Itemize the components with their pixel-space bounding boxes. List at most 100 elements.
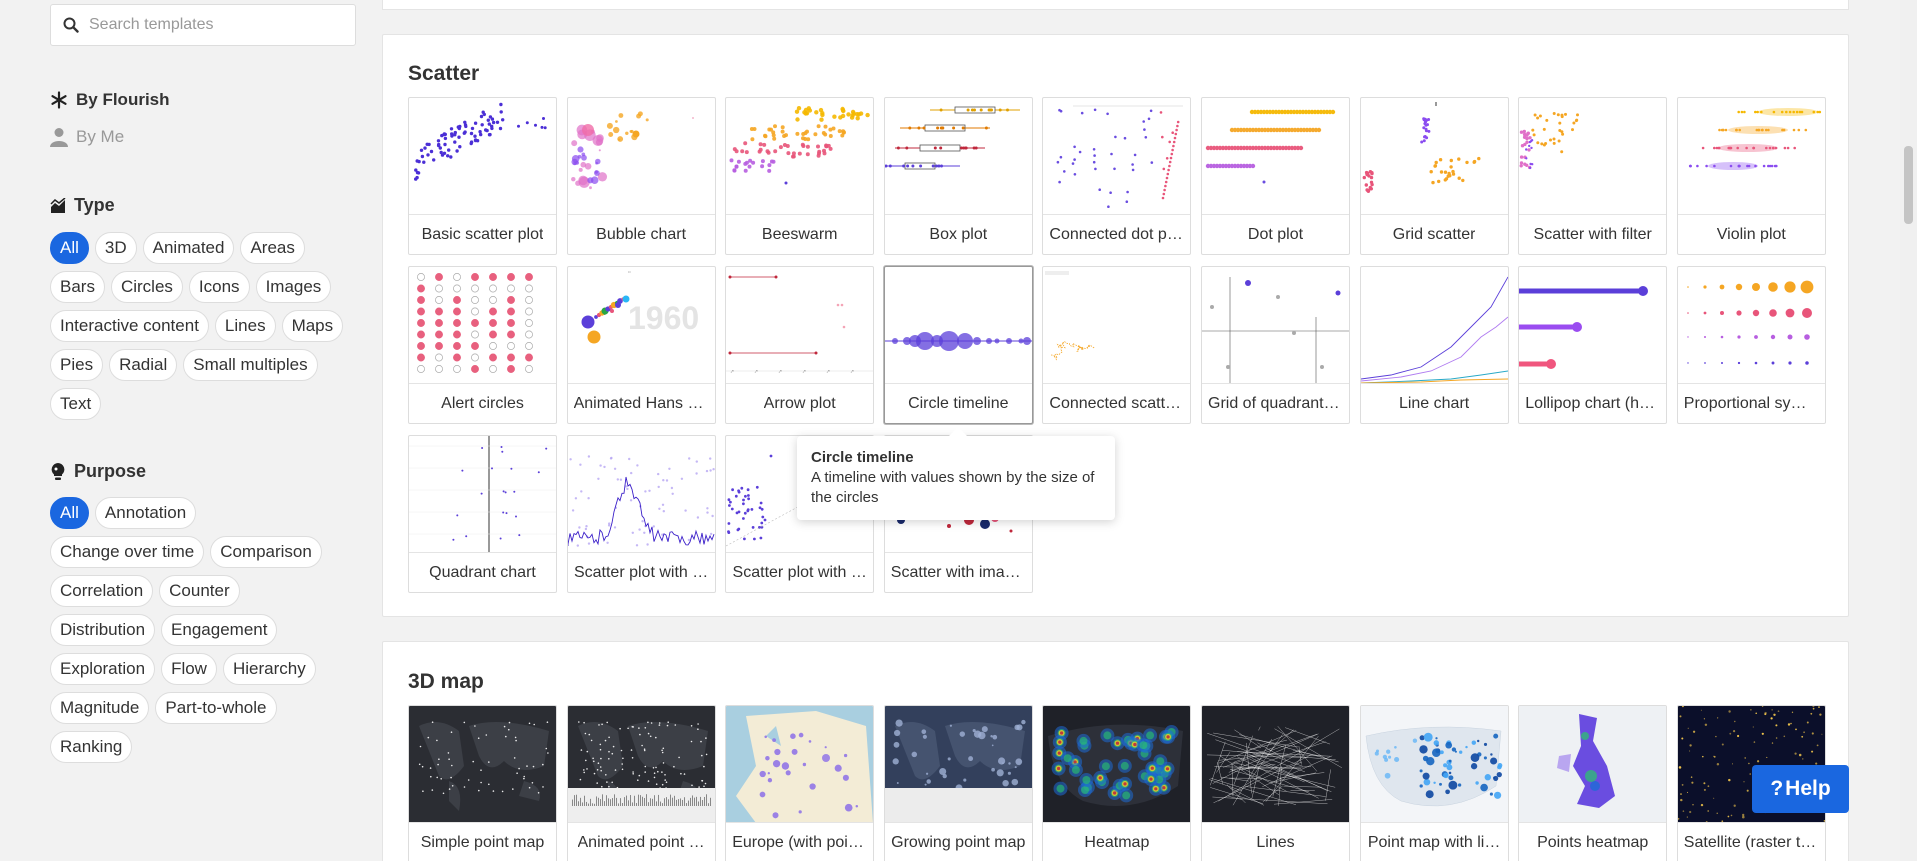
- template-tile-bubble-chart[interactable]: Bubble chart: [566, 97, 716, 255]
- svg-text:↗: ↗: [802, 369, 806, 375]
- template-label: Alert circles: [441, 395, 524, 412]
- type-chip-pies[interactable]: Pies: [50, 349, 104, 381]
- template-thumbnail: [567, 706, 715, 823]
- search-box[interactable]: [50, 4, 356, 46]
- scrollbar-thumb[interactable]: [1904, 146, 1913, 224]
- template-tile-basic-scatter-plot[interactable]: Basic scatter plot: [408, 97, 557, 255]
- type-chip-circles[interactable]: Circles: [110, 271, 183, 303]
- help-button[interactable]: ? Help: [1752, 765, 1849, 813]
- purpose-chip-hierarchy[interactable]: Hierarchy: [222, 653, 316, 685]
- type-chip-3d[interactable]: 3D: [94, 232, 137, 264]
- type-chips: All 3D Animated Areas Bars Circles Icons Images…: [50, 232, 350, 420]
- template-thumbnail: [567, 436, 715, 553]
- template-tile-grid-of-quadrant[interactable]: Grid of quadrant …: [1201, 266, 1350, 424]
- template-tile-point-map-with-li[interactable]: Point map with li…: [1359, 705, 1509, 861]
- template-label: Scatter with filter: [1533, 226, 1652, 243]
- template-tile-animated-point[interactable]: Animated point …: [566, 705, 716, 861]
- type-chip-icons[interactable]: Icons: [188, 271, 250, 303]
- map-section-title: 3D map: [408, 670, 484, 693]
- purpose-chip-magnitude[interactable]: Magnitude: [50, 692, 150, 724]
- template-tile-lines[interactable]: Lines: [1201, 705, 1350, 861]
- template-tile-lollipop-chart-ho[interactable]: Lollipop chart (ho…: [1518, 266, 1668, 424]
- template-label: Scatter with imag…: [890, 564, 1026, 581]
- template-tile-heatmap[interactable]: Heatmap: [1042, 705, 1192, 861]
- template-thumbnail: [726, 706, 874, 823]
- template-label: Box plot: [929, 226, 988, 243]
- svg-text:↗: ↗: [850, 369, 854, 375]
- template-label: Satellite (raster ti…: [1683, 834, 1819, 851]
- purpose-chip-correlation[interactable]: Correlation: [50, 575, 154, 607]
- template-thumbnail: [1677, 98, 1825, 215]
- search-input[interactable]: [89, 16, 339, 34]
- purpose-chip-counter[interactable]: Counter: [159, 575, 240, 607]
- template-tile-points-heatmap[interactable]: Points heatmap: [1518, 705, 1668, 861]
- template-tooltip: Circle timeline A timeline with values s…: [797, 427, 1115, 520]
- template-thumbnail: [1043, 267, 1191, 384]
- page-scrollbar[interactable]: [1900, 0, 1917, 861]
- by-me-filter[interactable]: By Me: [50, 127, 124, 147]
- purpose-chip-annotation[interactable]: Annotation: [94, 497, 197, 529]
- tooltip-description: A timeline with values shown by the size…: [811, 469, 1095, 506]
- svg-text:1960: 1960: [628, 300, 699, 336]
- template-label: Violin plot: [1716, 226, 1786, 243]
- template-thumbnail: [409, 267, 556, 384]
- template-tile-line-chart[interactable]: Line chart: [1359, 266, 1509, 424]
- template-tile-box-plot[interactable]: Box plot: [883, 97, 1033, 255]
- type-chip-lines[interactable]: Lines: [214, 310, 276, 342]
- template-tile-europe-with-poin[interactable]: Europe (with poin…: [725, 705, 875, 861]
- template-tile-arrow-plot[interactable]: ↗ ↗ ↗ ↗ ↗ ↗ Arrow plot: [725, 266, 875, 424]
- template-thumbnail: [726, 436, 874, 553]
- template-tile-animated-hans-r[interactable]: 1960 •• Animated Hans R…: [566, 266, 716, 424]
- template-tile-connected-scatte[interactable]: Connected scatte…: [1042, 266, 1192, 424]
- template-thumbnail: [1519, 706, 1667, 823]
- template-thumbnail: [884, 98, 1032, 215]
- template-tile-grid-scatter[interactable]: Grid scatter: [1359, 97, 1509, 255]
- template-tile-scatter-with-filter[interactable]: Scatter with filter: [1518, 97, 1668, 255]
- purpose-chip-exploration[interactable]: Exploration: [50, 653, 156, 685]
- template-tile-alert-circles[interactable]: Alert circles: [408, 266, 557, 424]
- template-tile-beeswarm[interactable]: Beeswarm: [725, 97, 875, 255]
- template-tile-violin-plot[interactable]: Violin plot: [1676, 97, 1826, 255]
- type-chip-interactive-content[interactable]: Interactive content: [50, 310, 209, 342]
- template-tile-scatter-plot-with[interactable]: Scatter plot with …: [566, 435, 716, 593]
- template-tile-connected-dot-pl[interactable]: Connected dot pl…: [1042, 97, 1192, 255]
- purpose-chip-flow[interactable]: Flow: [161, 653, 217, 685]
- template-thumbnail: [567, 98, 715, 215]
- type-chip-areas[interactable]: Areas: [240, 232, 305, 264]
- template-thumbnail: [409, 706, 556, 823]
- template-tile-dot-plot[interactable]: Dot plot: [1201, 97, 1350, 255]
- type-chip-small-multiples[interactable]: Small multiples: [183, 349, 318, 381]
- type-chip-radial[interactable]: Radial: [109, 349, 178, 381]
- purpose-chip-ranking[interactable]: Ranking: [50, 731, 133, 763]
- template-thumbnail: [1519, 267, 1667, 384]
- purpose-chip-all[interactable]: All: [50, 497, 89, 529]
- type-chip-text[interactable]: Text: [50, 388, 102, 420]
- type-chip-animated[interactable]: Animated: [142, 232, 235, 264]
- purpose-chips: All Annotation Change over time Comparison C…: [50, 497, 350, 763]
- type-chip-maps[interactable]: Maps: [281, 310, 344, 342]
- template-tile-circle-timeline[interactable]: Circle timeline: [883, 266, 1033, 424]
- purpose-chip-distribution[interactable]: Distribution: [50, 614, 156, 646]
- template-tile-simple-point-map[interactable]: Simple point map: [408, 705, 557, 861]
- template-label: Proportional sym…: [1683, 395, 1819, 412]
- template-label: Simple point map: [420, 834, 545, 851]
- purpose-chip-engagement[interactable]: Engagement: [161, 614, 278, 646]
- by-flourish-filter[interactable]: By Flourish: [50, 90, 170, 110]
- purpose-chip-comparison[interactable]: Comparison: [210, 536, 322, 568]
- type-chip-bars[interactable]: Bars: [50, 271, 105, 303]
- type-heading: Type: [50, 195, 115, 216]
- template-tile-growing-point-map[interactable]: Growing point map: [883, 705, 1033, 861]
- template-thumbnail: [1043, 706, 1191, 823]
- template-tile-quadrant-chart[interactable]: Quadrant chart: [408, 435, 557, 593]
- template-tile-proportional-sym[interactable]: Proportional sym…: [1676, 266, 1826, 424]
- template-thumbnail: [1677, 267, 1825, 384]
- tooltip-title: Circle timeline: [811, 449, 914, 466]
- purpose-chip-change-over-time[interactable]: Change over time: [50, 536, 205, 568]
- type-chip-images[interactable]: Images: [255, 271, 332, 303]
- type-chip-all[interactable]: All: [50, 232, 89, 264]
- question-icon: ?: [1770, 777, 1784, 800]
- template-label: Lines: [1256, 834, 1295, 851]
- purpose-chip-part-to-whole[interactable]: Part-to-whole: [155, 692, 277, 724]
- template-thumbnail: [726, 98, 874, 215]
- template-label: Arrow plot: [763, 395, 836, 412]
